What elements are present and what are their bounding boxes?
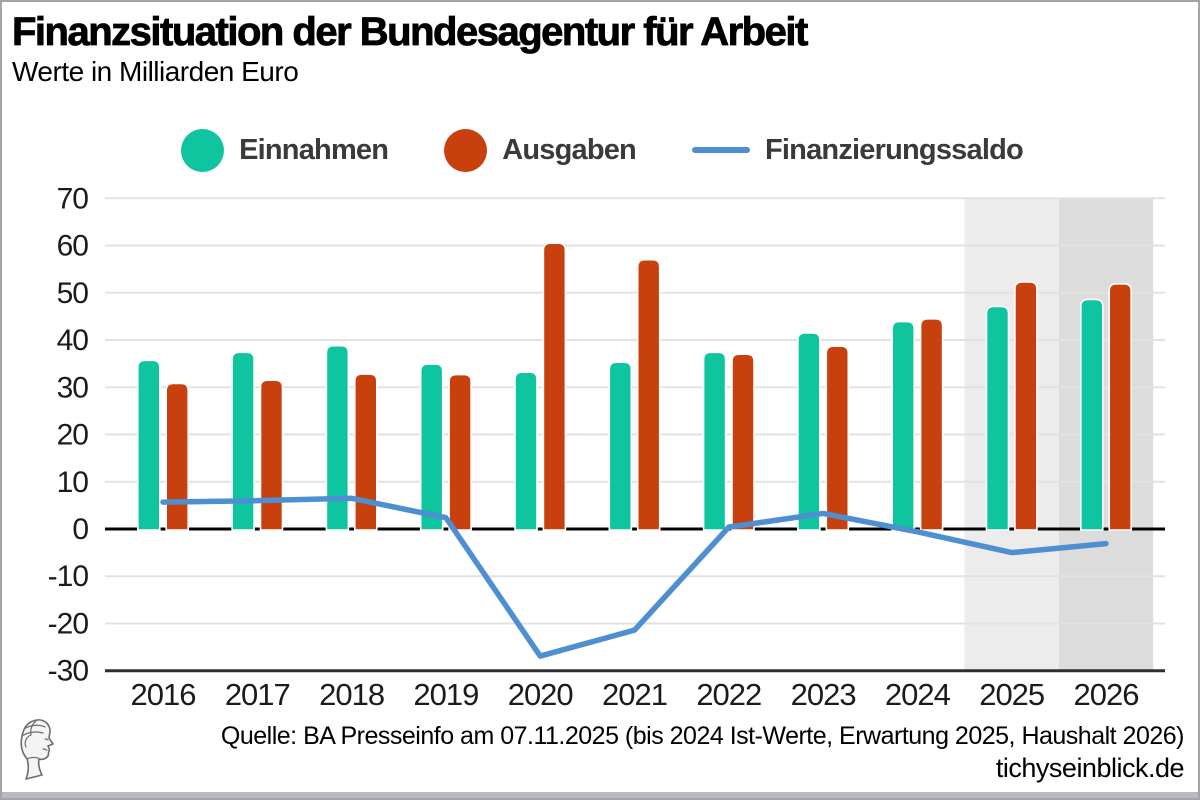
bar-ausgaben-2019 (448, 373, 472, 531)
bottom-accent-bar (2, 792, 1198, 798)
bar-einnahmen-2023 (797, 332, 821, 531)
bar-einnahmen-2026 (1080, 298, 1104, 531)
chart-legend: Einnahmen Ausgaben Finanzierungssaldo (2, 120, 1198, 180)
bar-einnahmen-2025 (985, 305, 1010, 531)
y-tick-label--20: -20 (48, 607, 89, 640)
y-tick-label-50: 50 (57, 277, 89, 310)
legend-item-ausgaben: Ausgaben (444, 128, 637, 172)
legend-line-icon (691, 147, 750, 153)
bar-einnahmen-2022 (702, 351, 727, 531)
legend-label: Ausgaben (502, 133, 637, 166)
y-tick-label-20: 20 (57, 419, 89, 452)
legend-label: Einnahmen (239, 133, 389, 166)
bar-einnahmen-2018 (325, 344, 350, 531)
source-note: Quelle: BA Presseinfo am 07.11.2025 (bis… (220, 722, 1185, 750)
classical-head-icon (20, 719, 54, 780)
bar-ausgaben-2025 (1014, 281, 1038, 531)
bar-ausgaben-2026 (1108, 283, 1132, 531)
bar-ausgaben-2024 (919, 317, 944, 531)
page-title: Finanzsituation der Bundesagentur für Ar… (12, 10, 809, 55)
y-tick-label--30: -30 (48, 655, 89, 688)
bar-einnahmen-2019 (419, 363, 444, 531)
y-tick-label-70: 70 (57, 182, 89, 215)
y-tick-label--10: -10 (48, 560, 89, 593)
bar-einnahmen-2021 (608, 361, 633, 531)
y-tick-label-10: 10 (57, 466, 89, 499)
chart-header: Finanzsituation der Bundesagentur für Ar… (12, 10, 1192, 88)
x-tick-label-2017: 2017 (225, 677, 290, 712)
legend-item-einnahmen: Einnahmen (181, 128, 389, 172)
source-block: Quelle: BA Presseinfo am 07.11.2025 (bis… (220, 721, 1185, 786)
y-tick-label-0: 0 (72, 513, 88, 546)
bar-ausgaben-2018 (354, 373, 378, 531)
x-tick-label-2018: 2018 (319, 677, 384, 712)
bar-einnahmen-2024 (891, 320, 915, 531)
page-subtitle: Werte in Milliarden Euro (12, 56, 299, 87)
x-tick-label-2025: 2025 (979, 677, 1044, 712)
bar-ausgaben-2022 (731, 353, 755, 531)
bar-ausgaben-2021 (636, 258, 661, 531)
line-finanzierungssaldo (160, 495, 1109, 659)
legend-label: Finanzierungssaldo (764, 133, 1024, 166)
bar-ausgaben-2016 (165, 382, 189, 531)
x-tick-label-2020: 2020 (508, 677, 574, 712)
legend-dot-icon (444, 128, 488, 172)
y-tick-label-60: 60 (57, 230, 89, 263)
legend-item-finanzierungssaldo: Finanzierungssaldo (691, 133, 1024, 167)
bar-ausgaben-2023 (825, 345, 850, 531)
x-tick-label-2022: 2022 (696, 677, 761, 712)
bar-einnahmen-2016 (137, 359, 161, 531)
website-label: tichyseinblick.de (995, 753, 1185, 784)
y-tick-label-30: 30 (57, 371, 89, 404)
x-tick-label-2024: 2024 (885, 677, 951, 712)
x-tick-label-2026: 2026 (1074, 677, 1139, 712)
legend-dot-icon (181, 128, 225, 172)
bar-einnahmen-2020 (514, 371, 538, 531)
y-tick-label-40: 40 (57, 324, 89, 357)
x-tick-label-2016: 2016 (131, 677, 196, 712)
x-tick-label-2019: 2019 (413, 677, 478, 712)
x-tick-label-2023: 2023 (791, 677, 856, 712)
bar-ausgaben-2017 (259, 379, 284, 531)
bar-einnahmen-2017 (231, 351, 255, 531)
tichys-einblick-logo (12, 715, 60, 788)
bar-ausgaben-2020 (542, 242, 567, 531)
x-tick-label-2021: 2021 (602, 677, 667, 712)
